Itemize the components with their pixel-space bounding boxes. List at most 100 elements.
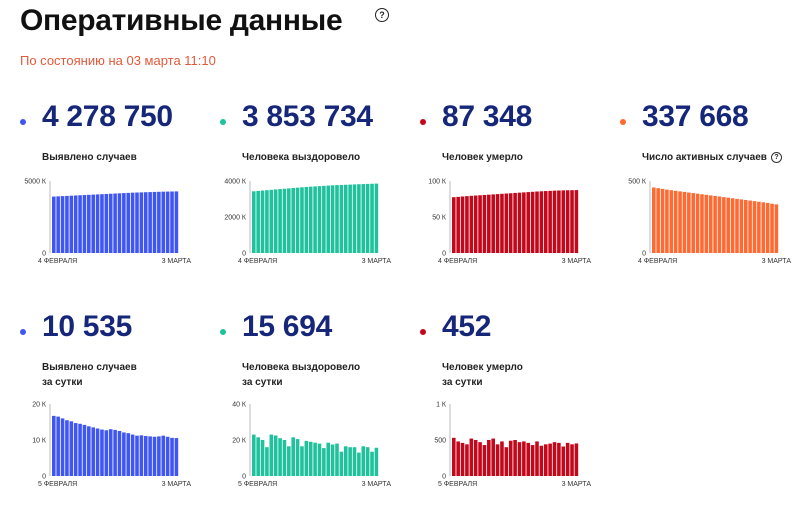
stat-label-line2: за сутки [442,377,483,388]
stat-card: 4 278 750 Выявлено случаев 0 5000 К 4 ФЕВРАЛ… [20,100,210,310]
y-tick-label: 0 [642,251,646,258]
y-tick-label: 20 К [32,402,47,409]
bar [352,447,357,476]
bar [348,184,352,253]
y-tick-label: 40 К [232,402,247,409]
bar [487,440,491,476]
bar-chart: 0 10 К 20 К 5 ФЕВРАЛЯ 3 МАРТА [32,402,191,489]
bar [317,443,322,476]
bar [295,439,300,476]
bar [352,184,357,253]
bar [326,185,331,253]
bar [517,192,522,253]
y-tick-label: 100 К [428,179,447,186]
bar [313,186,317,253]
stat-label-line2: за сутки [242,377,283,388]
bar [73,423,78,476]
bar [157,436,161,476]
stat-label: Человека выздоровело [242,150,360,165]
bar [322,185,326,253]
bar [535,191,539,253]
help-icon[interactable]: ? [770,152,782,163]
bar [530,191,535,253]
bar [495,444,500,476]
bar [260,440,265,476]
x-end-label: 3 МАРТА [162,258,192,265]
bar [295,187,300,253]
bar [143,436,148,476]
bar [343,446,348,476]
bar [726,197,731,253]
bar [548,443,552,476]
x-end-label: 3 МАРТА [562,481,592,488]
bar [357,452,361,476]
bar [374,183,379,253]
bar [774,204,779,253]
bar [300,446,304,476]
bar [122,193,126,253]
bar-chart: 0 50 К 100 К 4 ФЕВРАЛЯ 3 МАРТА [428,179,591,266]
bar [361,184,366,253]
bar [465,444,469,476]
bar [765,202,770,253]
bar [735,198,739,253]
bar [161,435,166,476]
legend-dot [220,329,226,335]
bar [278,189,282,253]
bar [691,193,695,253]
bar [322,448,326,476]
bar [165,436,170,476]
stat-value: 87 348 [442,100,532,133]
bar [500,193,504,253]
bar [743,200,748,253]
bar [561,446,566,476]
bar [157,191,161,253]
bar [78,423,82,476]
bar [117,431,122,476]
page-title: Оперативные данные [20,4,343,37]
stat-value: 15 694 [242,310,332,343]
stat-label: Выявлено случаев за сутки [42,360,137,390]
bar [574,190,579,253]
stat-label-line1: Человека выздоровело [242,152,361,163]
bar [113,429,117,476]
bar [313,442,317,476]
bar [530,445,535,476]
bar [152,436,157,476]
help-icon[interactable]: ? [375,8,389,22]
bar [265,447,269,476]
bar [460,442,465,476]
bar [91,427,95,476]
y-tick-label: 2000 К [224,215,247,222]
bar [291,437,295,476]
legend-dot [20,119,26,125]
bar [739,199,744,253]
bar [122,432,126,476]
y-tick-label: 0 [242,474,246,481]
bar [326,442,331,476]
bar [174,191,179,253]
stat-label-line2: за сутки [42,377,83,388]
bar [91,194,95,253]
stat-card: 87 348 Человек умерло 0 50 К 100 К 4 ФЕВРАЛЯ 3… [420,100,610,310]
bar [673,190,678,253]
bar [126,192,131,253]
bar [695,193,700,253]
legend-dot [420,329,426,335]
bar [526,442,531,476]
y-tick-label: 500 К [628,179,647,186]
bar [273,435,278,476]
bar [82,424,87,476]
bar [704,194,709,253]
bar [722,197,726,253]
bar [148,436,152,476]
bar [761,202,766,253]
bar [139,435,144,476]
bar [495,194,500,253]
bar [678,191,682,253]
bar [460,196,465,253]
bar [374,447,379,476]
stat-label-line1: Человек умерло [442,362,523,373]
stat-label-line1: Число активных случаев [642,152,767,163]
stat-label-line1: Человека выздоровело [242,362,361,373]
